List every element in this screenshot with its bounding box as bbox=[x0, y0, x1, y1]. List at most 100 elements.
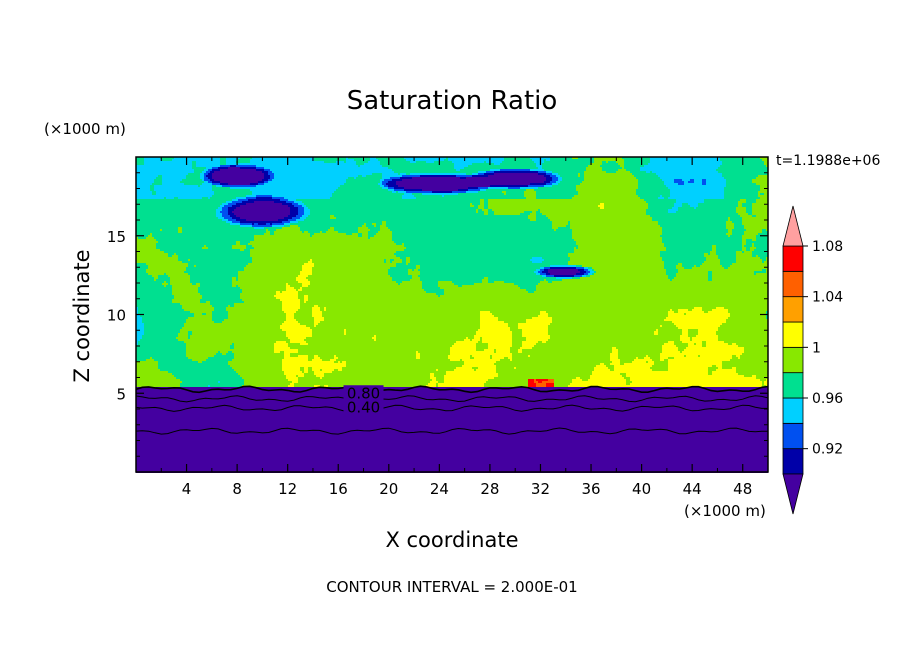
heatmap-cell bbox=[544, 175, 546, 177]
heatmap-cell bbox=[710, 173, 712, 175]
heatmap-cell bbox=[470, 163, 472, 165]
heatmap-cell bbox=[410, 163, 412, 165]
heatmap-cell bbox=[594, 171, 596, 173]
heatmap-cell bbox=[550, 163, 552, 165]
heatmap-cell bbox=[634, 171, 636, 173]
heatmap-cell bbox=[516, 169, 518, 171]
heatmap-cell bbox=[558, 171, 560, 173]
heatmap-cell bbox=[396, 165, 398, 167]
heatmap-cell bbox=[372, 165, 374, 167]
heatmap-cell bbox=[542, 169, 544, 171]
heatmap-cell bbox=[620, 161, 622, 163]
heatmap-cell bbox=[166, 175, 168, 177]
heatmap-cell bbox=[176, 159, 178, 161]
heatmap-cell bbox=[204, 167, 206, 169]
heatmap-cell bbox=[646, 163, 648, 165]
heatmap-cell bbox=[704, 173, 706, 175]
heatmap-cell bbox=[288, 159, 290, 161]
heatmap-cell bbox=[478, 163, 480, 165]
heatmap-cell bbox=[174, 177, 176, 179]
heatmap-cell bbox=[600, 169, 602, 171]
heatmap-cell bbox=[736, 163, 738, 165]
heatmap-cell bbox=[610, 159, 612, 161]
heatmap-cell bbox=[540, 175, 542, 177]
heatmap-cell bbox=[226, 171, 228, 173]
heatmap-cell bbox=[232, 171, 234, 173]
heatmap-cell bbox=[144, 163, 146, 165]
heatmap-cell bbox=[404, 159, 406, 161]
heatmap-cell bbox=[436, 171, 438, 173]
heatmap-cell bbox=[692, 165, 694, 167]
heatmap-cell bbox=[368, 167, 370, 169]
heatmap-cell bbox=[476, 167, 478, 169]
heatmap-cell bbox=[598, 167, 600, 169]
heatmap-cell bbox=[486, 159, 488, 161]
heatmap-cell bbox=[736, 175, 738, 177]
heatmap-cell bbox=[692, 169, 694, 171]
heatmap-cell bbox=[220, 161, 222, 163]
heatmap-cell bbox=[398, 169, 400, 171]
heatmap-cell bbox=[144, 165, 146, 167]
heatmap-cell bbox=[600, 159, 602, 161]
heatmap-cell bbox=[196, 159, 198, 161]
heatmap-cell bbox=[732, 169, 734, 171]
heatmap-cell bbox=[160, 173, 162, 175]
heatmap-cell bbox=[336, 167, 338, 169]
heatmap-cell bbox=[386, 171, 388, 173]
heatmap-cell bbox=[476, 161, 478, 163]
heatmap-cell bbox=[180, 177, 182, 179]
heatmap-cell bbox=[636, 163, 638, 165]
heatmap-cell bbox=[484, 173, 486, 175]
heatmap-cell bbox=[174, 169, 176, 171]
heatmap-cell bbox=[750, 169, 752, 171]
heatmap-cell bbox=[334, 159, 336, 161]
heatmap-cell bbox=[414, 163, 416, 165]
heatmap-cell bbox=[144, 159, 146, 161]
heatmap-cell bbox=[536, 165, 538, 167]
heatmap-cell bbox=[406, 159, 408, 161]
heatmap-cell bbox=[156, 173, 158, 175]
heatmap-cell bbox=[636, 165, 638, 167]
heatmap-cell bbox=[442, 159, 444, 161]
heatmap-cell bbox=[688, 165, 690, 167]
heatmap-cell bbox=[252, 163, 254, 165]
heatmap-cell bbox=[644, 159, 646, 161]
heatmap-cell bbox=[744, 165, 746, 167]
heatmap-cell bbox=[258, 165, 260, 167]
heatmap-cell bbox=[312, 163, 314, 165]
heatmap-cell bbox=[714, 171, 716, 173]
heatmap-cell bbox=[686, 169, 688, 171]
heatmap-cell bbox=[424, 161, 426, 163]
heatmap-cell bbox=[174, 163, 176, 165]
heatmap-cell bbox=[720, 169, 722, 171]
heatmap-cell bbox=[684, 159, 686, 161]
heatmap-cell bbox=[678, 175, 680, 177]
heatmap-cell bbox=[246, 173, 248, 175]
heatmap-cell bbox=[426, 167, 428, 169]
heatmap-cell bbox=[418, 173, 420, 175]
heatmap-cell bbox=[506, 159, 508, 161]
heatmap-cell bbox=[648, 171, 650, 173]
heatmap-cell bbox=[310, 163, 312, 165]
heatmap-cell bbox=[238, 175, 240, 177]
heatmap-cell bbox=[506, 169, 508, 171]
heatmap-cell bbox=[382, 175, 384, 177]
heatmap-cell bbox=[252, 165, 254, 167]
heatmap-cell bbox=[622, 173, 624, 175]
heatmap-cell bbox=[306, 161, 308, 163]
heatmap-cell bbox=[712, 165, 714, 167]
heatmap-cell bbox=[524, 167, 526, 169]
heatmap-cell bbox=[210, 167, 212, 169]
heatmap-cell bbox=[502, 167, 504, 169]
heatmap-cell bbox=[390, 165, 392, 167]
heatmap-cell bbox=[642, 169, 644, 171]
heatmap-cell bbox=[642, 173, 644, 175]
heatmap-cell bbox=[570, 171, 572, 173]
heatmap-cell bbox=[206, 171, 208, 173]
heatmap-cell bbox=[702, 171, 704, 173]
heatmap-cell bbox=[628, 171, 630, 173]
heatmap-cell bbox=[584, 169, 586, 171]
heatmap-cell bbox=[278, 161, 280, 163]
heatmap-cell bbox=[204, 163, 206, 165]
heatmap-cell bbox=[160, 161, 162, 163]
